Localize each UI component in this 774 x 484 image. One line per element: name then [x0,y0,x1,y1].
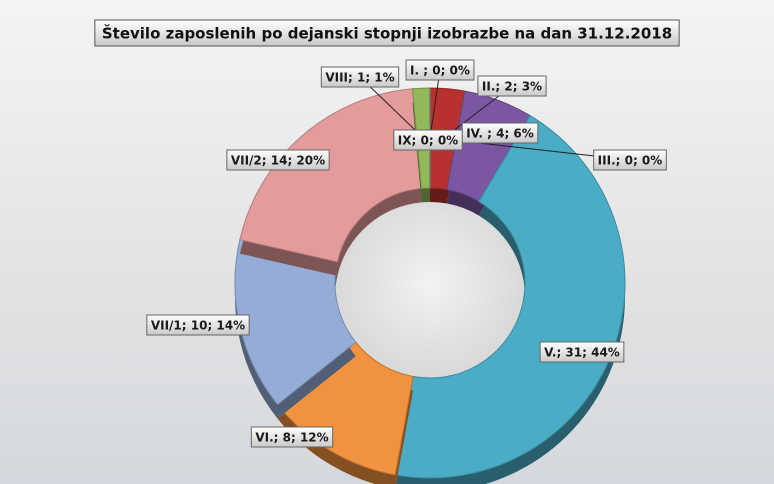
data-label-text: V.; 31; 44% [544,346,620,360]
label-box [250,426,334,448]
label-box [393,129,463,151]
data-label-text: IV. ; 4; 6% [466,127,534,141]
slice [239,88,423,263]
data-label: III.; 0; 0% [593,149,667,171]
data-label-text: VI.; 8; 12% [255,431,328,445]
title-box [94,19,680,47]
slice [394,114,626,479]
label-box [539,341,625,363]
data-label: VII/2; 14; 20% [226,149,330,171]
slice [234,239,357,406]
data-label: I. ; 0; 0% [405,59,475,81]
data-label-text: II.; 2; 3% [482,80,542,94]
data-label-text: VII/2; 14; 20% [231,154,325,168]
donut-hole [335,188,525,378]
label-box [477,75,547,97]
data-label: V.; 31; 44% [539,341,625,363]
leader-line [429,69,441,139]
label-box [405,59,475,81]
data-label-text: I. ; 0; 0% [410,64,470,78]
label-box [226,149,330,171]
label-box [593,149,667,171]
chart-title: Število zaposlenih po dejanski stopnji i… [102,24,672,43]
data-label: IV. ; 4; 6% [461,122,539,144]
data-label: II.; 2; 3% [477,75,547,97]
label-box [146,314,250,336]
data-label-text: IX; 0; 0% [398,134,458,148]
data-label-text: VIII; 1; 1% [325,71,394,85]
data-label: IX; 0; 0% [393,129,463,151]
data-label: VI.; 8; 12% [250,426,334,448]
data-label-text: VII/1; 10; 14% [151,319,245,333]
label-box [320,66,400,88]
data-label: VII/1; 10; 14% [146,314,250,336]
data-label: VIII; 1; 1% [320,66,400,88]
data-label-text: III.; 0; 0% [598,154,663,168]
